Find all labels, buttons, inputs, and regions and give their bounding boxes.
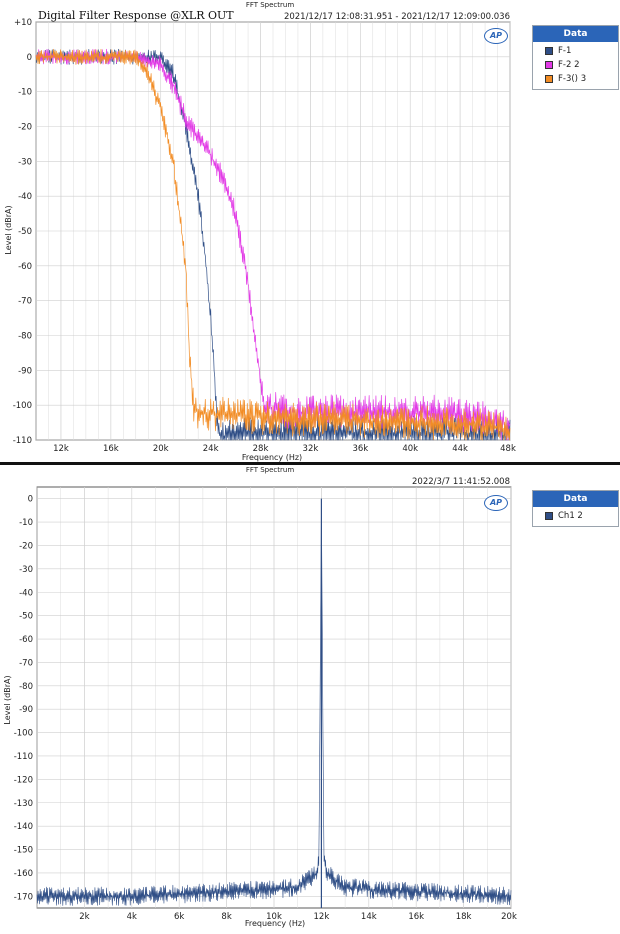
bottom-y-tick-label: -30 [19,565,33,575]
bottom-y-tick-label: -140 [14,822,33,832]
bottom-y-tick-label: -150 [14,846,33,856]
top-chart-timestamp: 2021/12/17 12:08:31.951 - 2021/12/17 12:… [284,12,510,22]
top-x-tick-label: 40k [402,444,418,454]
legend-item[interactable]: F-3() 3 [533,72,618,86]
top-y-tick-label: -40 [18,192,32,202]
bottom-y-tick-label: -70 [19,658,33,668]
bottom-y-tick-label: -40 [19,588,33,598]
top-y-tick-label: -100 [13,401,32,411]
legend-item[interactable]: F-1 [533,44,618,58]
legend-item[interactable]: F-2 2 [533,58,618,72]
top-chart-title: Digital Filter Response @XLR OUT [38,9,234,22]
top-legend: Data F-1 F-2 2 F-3() 3 [532,25,619,90]
top-x-axis-label: Frequency (Hz) [242,453,302,462]
bottom-chart-svg: 2k 4k 6k 8k 10k 12k 14k 16k 18k 20k 0 -10 -20 -30 -40 -… [3,466,517,928]
legend-swatch-icon [545,61,553,69]
top-series-f-3-3 [35,48,511,441]
ap-logo-icon: AP [484,495,508,511]
bottom-x-tick-label: 18k [456,912,472,922]
bottom-x-axis-label: Frequency (Hz) [245,919,305,928]
bottom-y-tick-label: -130 [14,799,33,809]
bottom-y-tick-label: -110 [14,752,33,762]
top-x-tick-label: 20k [153,444,169,454]
bottom-y-tick-label: -100 [14,729,33,739]
top-x-tick-label: 12k [53,444,69,454]
bottom-x-tick-label: 2k [79,912,89,922]
bottom-x-tick-label: 12k [314,912,330,922]
top-y-tick-label: -110 [13,436,32,446]
bottom-legend: Data Ch1 2 [532,490,619,527]
top-y-tick-label: -70 [18,297,32,307]
top-x-tick-label: 24k [203,444,219,454]
bottom-x-tick-label: 4k [127,912,137,922]
top-x-tick-label: 44k [452,444,468,454]
top-y-tick-label: -30 [18,157,32,167]
bottom-y-tick-label: -90 [19,705,33,715]
bottom-x-tick-label: 14k [361,912,377,922]
top-chart-panel: 12k 16k 20k 24k 28k 32k 36k 40k 44k 48k +10 0 -10 -20… [0,0,620,463]
legend-item-label: F-2 2 [558,60,580,70]
top-y-tick-label: -10 [18,88,32,98]
top-chart-header: FFT Spectrum [246,1,295,9]
top-x-tick-label: 36k [352,444,368,454]
top-y-tick-label: -20 [18,123,32,133]
bottom-y-tick-label: -10 [19,518,33,528]
top-x-tick-label: 28k [253,444,269,454]
bottom-y-axis-label: Level (dBrA) [3,675,12,724]
bottom-x-tick-label: 16k [408,912,424,922]
legend-swatch-icon [545,512,553,520]
bottom-y-tick-label: -80 [19,682,33,692]
top-y-tick-label: -60 [18,262,32,272]
top-y-tick-label: 0 [27,53,32,63]
legend-item-label: Ch1 2 [558,511,583,521]
bottom-y-tick-label: -60 [19,635,33,645]
bottom-chart-timestamp: 2022/3/7 11:41:52.008 [412,477,510,487]
bottom-chart-header: FFT Spectrum [246,466,295,474]
top-x-tick-label: 48k [500,444,516,454]
legend-item-label: F-3() 3 [558,74,587,84]
bottom-chart-panel: 2k 4k 6k 8k 10k 12k 14k 16k 18k 20k 0 -10 -20 -30 -40 -… [0,465,620,930]
bottom-series-ch1-2 [36,498,512,906]
bottom-x-tick-label: 20k [501,912,517,922]
top-y-tick-label: +10 [14,18,32,28]
top-y-tick-label: -50 [18,227,32,237]
bottom-y-tick-label: -120 [14,775,33,785]
bottom-x-tick-label: 6k [174,912,184,922]
bottom-y-tick-label: -20 [19,541,33,551]
top-y-axis-label: Level (dBrA) [4,205,13,254]
top-x-tick-label: 32k [303,444,319,454]
ap-logo-icon: AP [484,28,508,44]
bottom-y-tick-label: 0 [28,495,33,505]
legend-item-label: F-1 [558,46,572,56]
top-y-tick-label: -80 [18,332,32,342]
top-y-tick-label: -90 [18,366,32,376]
legend-header: Data [533,491,618,507]
bottom-x-tick-label: 8k [221,912,231,922]
bottom-x-tick-label: 10k [266,912,282,922]
bottom-y-tick-label: -160 [14,869,33,879]
top-x-tick-label: 16k [103,444,119,454]
bottom-y-tick-label: -170 [14,892,33,902]
legend-header: Data [533,26,618,42]
legend-swatch-icon [545,47,553,55]
top-chart-svg: 12k 16k 20k 24k 28k 32k 36k 40k 44k 48k +10 0 -10 -20… [4,1,516,462]
legend-swatch-icon [545,75,553,83]
legend-item[interactable]: Ch1 2 [533,509,618,523]
panel-divider [0,462,620,465]
bottom-y-tick-label: -50 [19,612,33,622]
